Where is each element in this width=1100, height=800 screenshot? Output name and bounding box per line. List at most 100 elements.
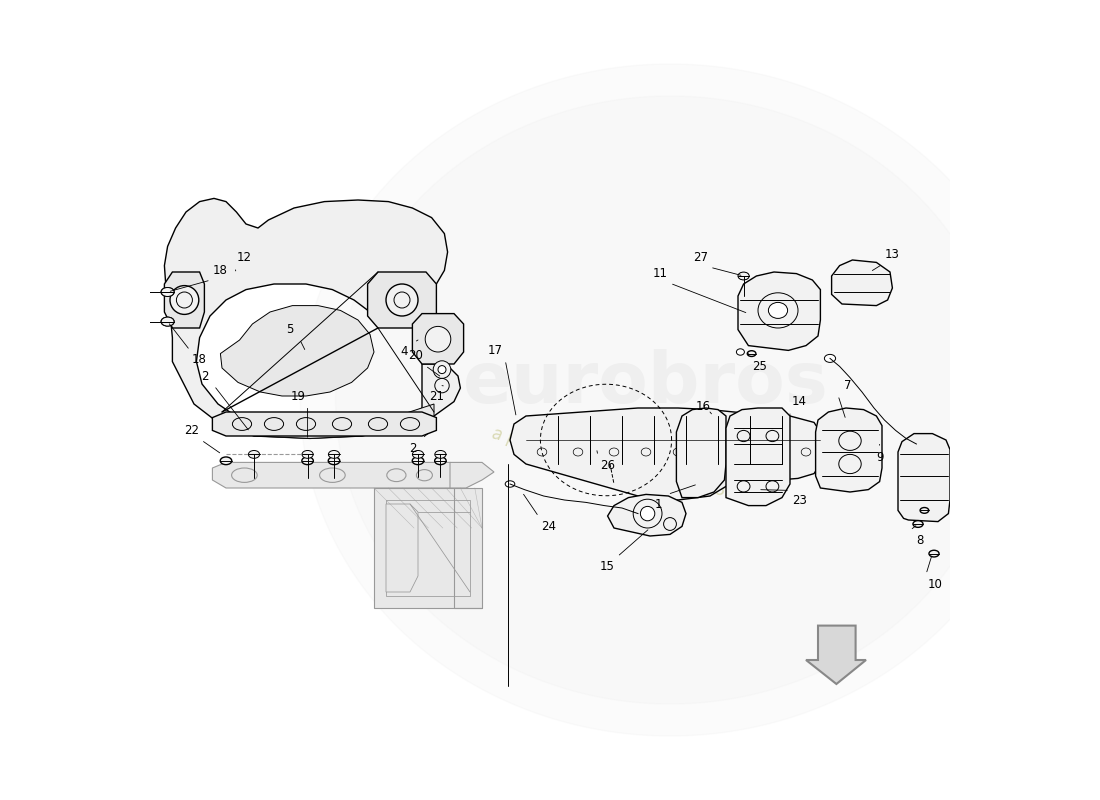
- Text: 27: 27: [693, 251, 708, 264]
- Ellipse shape: [249, 450, 260, 458]
- Text: 8: 8: [916, 534, 923, 546]
- Ellipse shape: [737, 430, 750, 442]
- Ellipse shape: [673, 448, 683, 456]
- Text: 1: 1: [654, 498, 662, 510]
- Ellipse shape: [301, 457, 314, 465]
- Ellipse shape: [737, 481, 750, 492]
- Ellipse shape: [913, 521, 923, 527]
- Polygon shape: [164, 272, 205, 328]
- Ellipse shape: [747, 350, 756, 357]
- Polygon shape: [806, 626, 866, 684]
- Text: 2: 2: [200, 370, 208, 382]
- Ellipse shape: [320, 468, 345, 482]
- Polygon shape: [336, 96, 1004, 704]
- Ellipse shape: [426, 326, 451, 352]
- Ellipse shape: [801, 448, 811, 456]
- Polygon shape: [300, 64, 1040, 736]
- Ellipse shape: [329, 450, 340, 458]
- Ellipse shape: [162, 287, 174, 297]
- Ellipse shape: [232, 418, 252, 430]
- Text: 5: 5: [286, 323, 294, 336]
- Ellipse shape: [634, 499, 662, 528]
- Polygon shape: [386, 504, 418, 592]
- Ellipse shape: [773, 448, 783, 456]
- Ellipse shape: [264, 418, 284, 430]
- Ellipse shape: [573, 448, 583, 456]
- Ellipse shape: [387, 469, 406, 482]
- Ellipse shape: [296, 418, 316, 430]
- Text: 18: 18: [192, 354, 207, 366]
- Ellipse shape: [161, 318, 174, 326]
- Polygon shape: [374, 488, 482, 608]
- Ellipse shape: [736, 349, 745, 355]
- Ellipse shape: [537, 448, 547, 456]
- Polygon shape: [412, 314, 463, 364]
- Ellipse shape: [839, 431, 861, 450]
- Ellipse shape: [170, 286, 199, 314]
- Ellipse shape: [766, 430, 779, 442]
- Text: 22: 22: [184, 424, 199, 437]
- Ellipse shape: [434, 450, 446, 458]
- Polygon shape: [222, 404, 434, 438]
- Ellipse shape: [505, 481, 515, 487]
- Ellipse shape: [741, 448, 751, 456]
- Text: 26: 26: [601, 459, 615, 472]
- Ellipse shape: [705, 448, 715, 456]
- Ellipse shape: [663, 518, 676, 530]
- Ellipse shape: [400, 418, 419, 430]
- Text: 2: 2: [409, 442, 416, 454]
- Text: 25: 25: [752, 360, 767, 373]
- Ellipse shape: [332, 418, 352, 430]
- Polygon shape: [815, 408, 882, 492]
- Polygon shape: [676, 408, 726, 498]
- Text: 17: 17: [488, 344, 503, 357]
- Polygon shape: [832, 260, 892, 306]
- Ellipse shape: [641, 448, 651, 456]
- Polygon shape: [738, 272, 821, 350]
- Text: 15: 15: [601, 560, 615, 573]
- Ellipse shape: [438, 366, 446, 374]
- Ellipse shape: [738, 273, 749, 279]
- Text: 12: 12: [236, 251, 252, 264]
- Polygon shape: [607, 494, 686, 536]
- Ellipse shape: [386, 284, 418, 316]
- Ellipse shape: [609, 448, 619, 456]
- Text: 11: 11: [653, 267, 668, 280]
- Polygon shape: [367, 272, 437, 328]
- Ellipse shape: [162, 317, 174, 326]
- Polygon shape: [510, 408, 821, 500]
- Ellipse shape: [738, 272, 749, 280]
- Text: 20: 20: [408, 350, 424, 362]
- Text: eurobros: eurobros: [463, 350, 829, 418]
- Ellipse shape: [766, 481, 779, 492]
- Ellipse shape: [220, 457, 232, 465]
- Text: 21: 21: [429, 390, 444, 402]
- Ellipse shape: [328, 457, 340, 465]
- Text: 14: 14: [792, 395, 807, 408]
- Text: 19: 19: [290, 390, 306, 402]
- Ellipse shape: [434, 457, 447, 465]
- Text: 24: 24: [541, 520, 556, 533]
- Polygon shape: [164, 198, 461, 438]
- Ellipse shape: [758, 293, 798, 328]
- Ellipse shape: [839, 454, 861, 474]
- Polygon shape: [726, 408, 790, 506]
- Text: 16: 16: [696, 400, 711, 413]
- Text: 7: 7: [844, 379, 851, 392]
- Ellipse shape: [412, 457, 424, 465]
- Ellipse shape: [769, 302, 788, 318]
- Ellipse shape: [232, 468, 257, 482]
- Text: 23: 23: [792, 494, 807, 506]
- Ellipse shape: [433, 361, 451, 378]
- Polygon shape: [220, 306, 374, 396]
- Text: 4: 4: [400, 346, 408, 358]
- Text: 10: 10: [928, 578, 943, 590]
- Polygon shape: [212, 462, 466, 488]
- Polygon shape: [212, 412, 437, 436]
- Ellipse shape: [824, 354, 836, 362]
- Ellipse shape: [434, 378, 449, 393]
- Ellipse shape: [640, 506, 654, 521]
- Ellipse shape: [302, 450, 313, 458]
- Text: 13: 13: [886, 248, 900, 261]
- Ellipse shape: [412, 450, 424, 458]
